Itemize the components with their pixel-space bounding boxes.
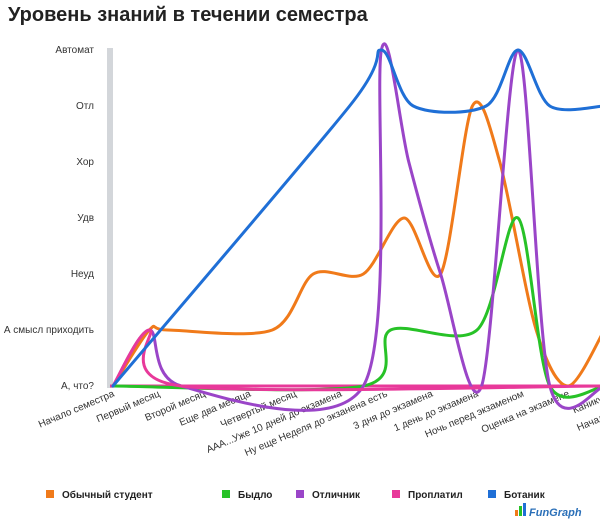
series-line (111, 216, 600, 399)
y-tick-label: Автомат (55, 45, 94, 56)
series-line (111, 42, 600, 412)
y-axis-bar (107, 48, 113, 388)
y-tick-label: Удв (77, 213, 94, 224)
series-line (111, 100, 600, 388)
legend-swatch (46, 490, 54, 498)
y-axis-ticks: А, что? А смысл приходить Неуд Удв Хор Отл Авт… (4, 45, 95, 392)
y-tick-label: Отл (76, 101, 94, 112)
legend-label: Отличник (312, 490, 361, 501)
legend-swatch (392, 490, 400, 498)
y-tick-label: А, что? (61, 381, 94, 392)
legend-label: Ботаник (504, 490, 546, 501)
legend-label: Обычный студент (62, 489, 153, 501)
series-lines (111, 42, 600, 412)
legend-swatch (296, 490, 304, 498)
logo-bar-3 (523, 503, 526, 516)
series-line (111, 328, 600, 392)
y-tick-label: Хор (76, 157, 94, 168)
legend-item[interactable]: Обычный студент (46, 489, 153, 501)
legend[interactable]: Обычный студент Быдло Отличник Проплатил Бот… (46, 489, 546, 501)
legend-label: Проплатил (408, 490, 463, 501)
y-tick-label: А смысл приходить (4, 325, 94, 336)
legend-item[interactable]: Ботаник (488, 490, 546, 501)
series-line (111, 48, 600, 388)
chart-title: Уровень знаний в течении семестра (8, 4, 368, 26)
logo-bar-1 (515, 510, 518, 516)
legend-item[interactable]: Проплатил (392, 490, 463, 501)
logo-bar-2 (519, 506, 522, 516)
legend-swatch (488, 490, 496, 498)
legend-item[interactable]: Отличник (296, 490, 361, 501)
y-tick-label: Неуд (71, 269, 94, 280)
x-tick-label: Начало семестра (37, 388, 117, 430)
legend-swatch (222, 490, 230, 498)
legend-label: Быдло (238, 490, 272, 501)
logo-text: FunGraph (529, 507, 582, 519)
legend-item[interactable]: Быдло (222, 490, 272, 501)
fungraph-logo: FunGraph (515, 503, 582, 519)
